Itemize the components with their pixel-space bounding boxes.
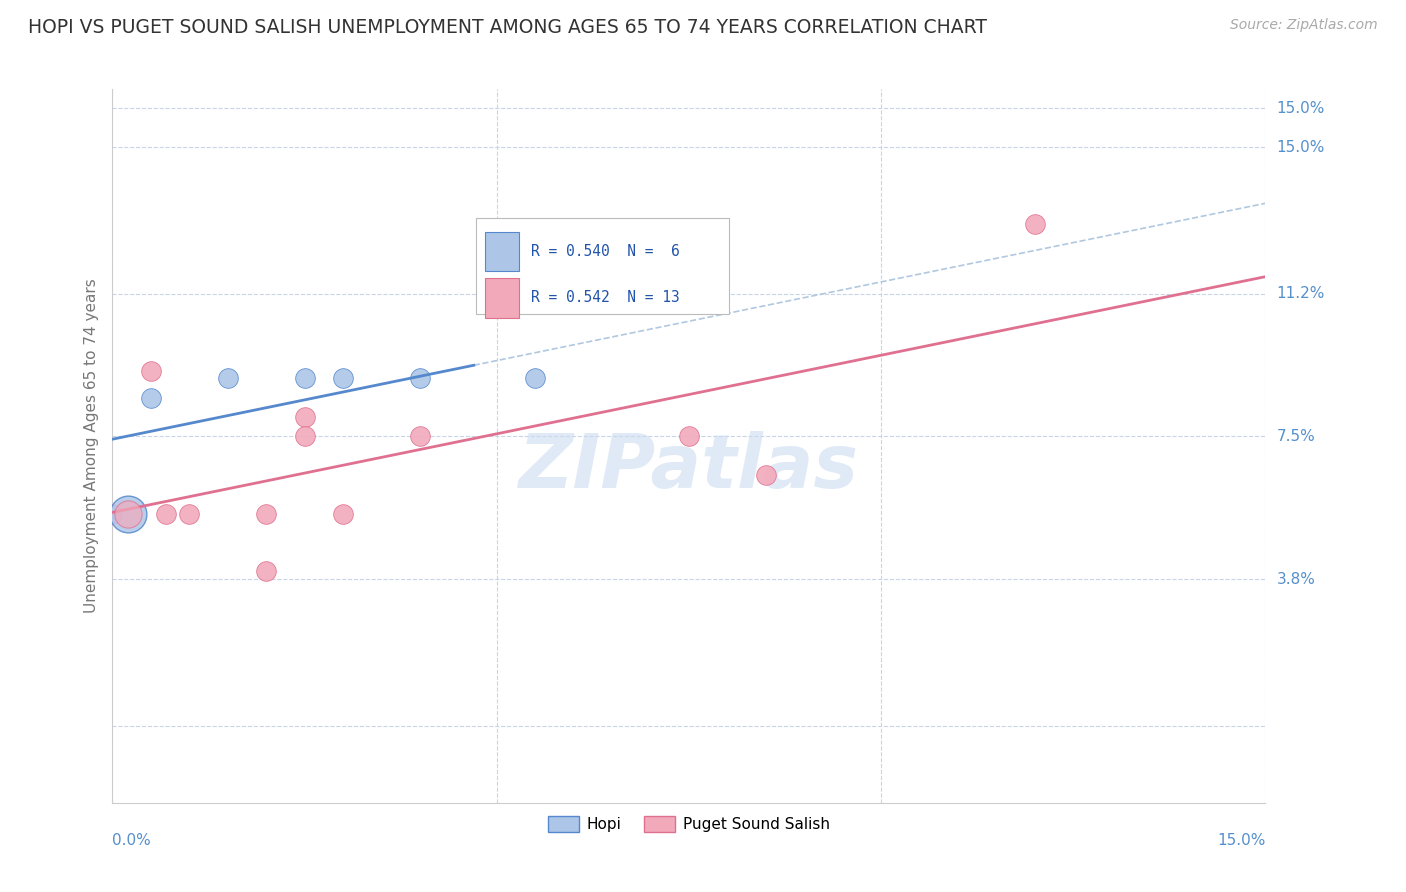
Legend: Hopi, Puget Sound Salish: Hopi, Puget Sound Salish	[543, 810, 835, 838]
Point	[332, 371, 354, 385]
Point	[409, 371, 432, 385]
Point	[117, 507, 139, 521]
Text: Source: ZipAtlas.com: Source: ZipAtlas.com	[1230, 18, 1378, 32]
FancyBboxPatch shape	[475, 218, 730, 314]
Point	[409, 429, 432, 443]
Point	[117, 507, 139, 521]
Point	[294, 410, 316, 425]
Text: ZIPatlas: ZIPatlas	[519, 431, 859, 504]
Text: 11.2%: 11.2%	[1277, 286, 1324, 301]
Point	[294, 429, 316, 443]
Text: HOPI VS PUGET SOUND SALISH UNEMPLOYMENT AMONG AGES 65 TO 74 YEARS CORRELATION CH: HOPI VS PUGET SOUND SALISH UNEMPLOYMENT …	[28, 18, 987, 37]
Y-axis label: Unemployment Among Ages 65 to 74 years: Unemployment Among Ages 65 to 74 years	[83, 278, 98, 614]
Point	[332, 507, 354, 521]
Point	[294, 371, 316, 385]
Point	[101, 507, 124, 521]
Point	[755, 467, 778, 482]
Point	[139, 391, 162, 405]
Point	[217, 371, 239, 385]
Bar	[485, 278, 519, 318]
Point	[1024, 217, 1046, 231]
Text: 15.0%: 15.0%	[1218, 833, 1265, 848]
Text: R = 0.542  N = 13: R = 0.542 N = 13	[531, 291, 679, 305]
Point	[254, 507, 277, 521]
Point	[139, 364, 162, 378]
Text: R = 0.540  N =  6: R = 0.540 N = 6	[531, 244, 679, 259]
Point	[179, 507, 201, 521]
Text: 15.0%: 15.0%	[1277, 101, 1324, 116]
Point	[254, 565, 277, 579]
Point	[678, 429, 700, 443]
Point	[524, 371, 547, 385]
Text: 7.5%: 7.5%	[1277, 429, 1315, 444]
Bar	[485, 232, 519, 271]
Text: 3.8%: 3.8%	[1277, 572, 1316, 587]
Point	[155, 507, 177, 521]
Text: 0.0%: 0.0%	[112, 833, 152, 848]
Text: 15.0%: 15.0%	[1277, 139, 1324, 154]
